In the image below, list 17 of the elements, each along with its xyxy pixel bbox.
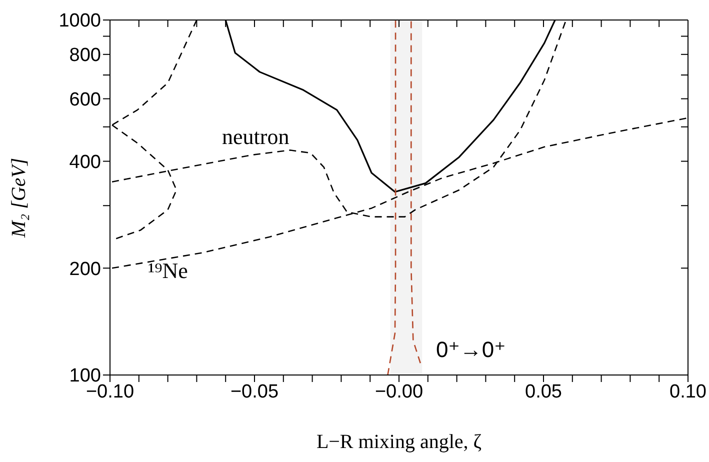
annotation: 0⁺→0⁺ <box>436 337 506 363</box>
y-tick-label: 400 <box>69 152 101 174</box>
line-series <box>387 20 396 375</box>
y-tick-label: 200 <box>69 258 101 280</box>
y-tick-label: 1000 <box>58 10 101 32</box>
y-tick-label: 600 <box>69 90 101 110</box>
line-series <box>410 20 422 364</box>
annotation: ¹⁹Ne <box>148 258 188 284</box>
y-tick-label: 800 <box>69 45 101 66</box>
x-tick-label: −0.10 <box>86 381 134 402</box>
annotation: neutron <box>222 124 290 150</box>
x-tick-label: 0.10 <box>670 381 706 402</box>
x-tick-label: −0.05 <box>230 381 279 402</box>
x-tick-label: −0.00 <box>374 381 424 402</box>
y-axis-title: M₂ [GeV] <box>8 158 30 238</box>
x-tick-label: 0.05 <box>525 381 562 402</box>
x-axis-title: L−R mixing angle, ζ <box>316 431 482 453</box>
